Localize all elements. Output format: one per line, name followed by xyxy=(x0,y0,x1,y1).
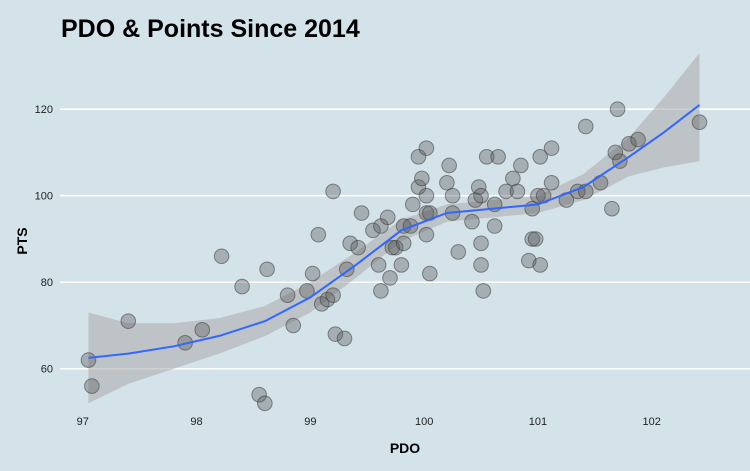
data-point-28 xyxy=(373,283,389,299)
data-point-82 xyxy=(592,174,609,191)
data-point-2 xyxy=(84,378,100,394)
data-point-52 xyxy=(450,244,467,260)
data-point-74 xyxy=(532,257,549,273)
data-point-62 xyxy=(486,218,503,234)
data-point-12 xyxy=(285,317,302,334)
data-point-47 xyxy=(422,265,438,282)
data-point-50 xyxy=(444,187,461,204)
data-point-24 xyxy=(350,239,366,256)
data-point-35 xyxy=(395,235,412,252)
data-point-72 xyxy=(530,187,546,204)
data-point-63 xyxy=(490,149,506,165)
data-point-85 xyxy=(609,101,626,118)
data-point-46 xyxy=(418,226,435,243)
chart-title: PDO & Points Since 2014 xyxy=(61,15,360,43)
data-point-20 xyxy=(327,326,344,342)
data-point-8 xyxy=(251,386,267,403)
data-point-69 xyxy=(524,231,541,247)
data-point-23 xyxy=(342,235,358,252)
data-point-34 xyxy=(393,257,410,273)
data-point-66 xyxy=(509,183,526,200)
data-point-77 xyxy=(543,140,560,156)
data-point-19 xyxy=(325,183,341,200)
data-point-25 xyxy=(353,205,370,221)
gridlines xyxy=(60,108,750,370)
confidence-band xyxy=(88,53,700,404)
data-point-87 xyxy=(621,136,637,152)
x-tick-label-100: 100 xyxy=(415,416,433,428)
data-point-57 xyxy=(473,235,489,252)
y-tick-label-120: 120 xyxy=(35,104,53,116)
data-point-30 xyxy=(379,209,396,226)
data-point-71 xyxy=(527,231,544,247)
data-point-41 xyxy=(410,149,427,165)
data-point-26 xyxy=(365,222,381,239)
data-point-15 xyxy=(310,226,327,243)
data-point-73 xyxy=(532,149,549,165)
data-point-81 xyxy=(577,118,594,135)
y-tick-label-100: 100 xyxy=(35,191,53,203)
x-tick-label-101: 101 xyxy=(529,416,547,428)
data-point-56 xyxy=(473,187,489,204)
data-point-33 xyxy=(387,239,404,256)
data-point-5 xyxy=(194,322,211,338)
data-point-43 xyxy=(418,187,435,204)
x-axis-title: PDO xyxy=(390,440,420,456)
data-point-9 xyxy=(257,395,273,412)
x-tick-label-98: 98 xyxy=(190,416,202,428)
data-point-53 xyxy=(464,213,480,230)
x-tick-label-97: 97 xyxy=(77,416,89,428)
data-point-3 xyxy=(120,313,137,329)
data-point-21 xyxy=(336,330,353,347)
data-point-88 xyxy=(630,131,646,148)
data-point-39 xyxy=(410,179,427,195)
data-point-59 xyxy=(475,283,492,299)
data-point-58 xyxy=(473,257,489,273)
y-axis-ticks: 60 80 100 120 xyxy=(35,104,53,376)
data-point-60 xyxy=(478,149,495,165)
y-tick-label-60: 60 xyxy=(41,364,53,376)
data-point-40 xyxy=(414,170,430,187)
data-point-84 xyxy=(607,144,624,161)
data-point-27 xyxy=(370,257,387,273)
smooth-line xyxy=(88,104,701,359)
points-layer xyxy=(80,101,708,412)
data-point-64 xyxy=(498,183,514,200)
data-point-83 xyxy=(604,200,620,217)
data-point-1 xyxy=(80,352,97,368)
x-tick-label-102: 102 xyxy=(643,416,661,428)
data-point-18 xyxy=(325,287,341,304)
data-point-48 xyxy=(439,174,455,191)
y-axis-title: PTS xyxy=(14,227,30,254)
x-axis-ticks: 97 98 99 100 101 102 xyxy=(77,416,661,428)
data-point-89 xyxy=(691,114,708,131)
y-tick-label-80: 80 xyxy=(41,277,53,289)
data-point-14 xyxy=(304,265,321,282)
data-point-67 xyxy=(513,157,529,174)
data-point-11 xyxy=(279,287,296,304)
data-point-76 xyxy=(543,174,560,191)
data-point-7 xyxy=(234,278,250,295)
data-point-10 xyxy=(259,261,275,278)
data-point-65 xyxy=(505,170,521,187)
x-tick-label-99: 99 xyxy=(304,416,316,428)
data-point-42 xyxy=(418,140,435,156)
data-point-6 xyxy=(213,248,230,265)
smooth-line-layer xyxy=(88,104,701,359)
data-point-31 xyxy=(382,270,398,286)
data-point-38 xyxy=(404,196,421,213)
confidence-band-layer xyxy=(88,53,700,404)
data-point-49 xyxy=(441,157,457,174)
